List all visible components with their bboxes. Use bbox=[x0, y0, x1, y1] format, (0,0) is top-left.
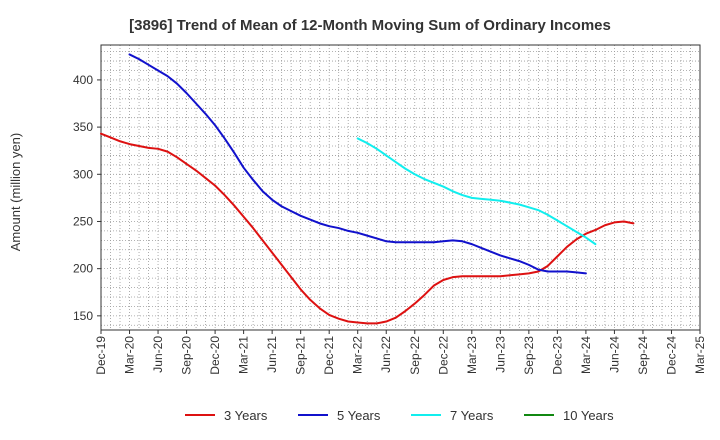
x-tick-label: Mar-24 bbox=[579, 336, 593, 374]
x-tick-label: Dec-20 bbox=[208, 336, 222, 375]
x-tick-label: Dec-21 bbox=[322, 336, 336, 375]
x-tick-label: Mar-23 bbox=[465, 336, 479, 374]
x-tick-label: Sep-24 bbox=[636, 336, 650, 375]
x-tick-label: Jun-20 bbox=[151, 336, 165, 373]
x-tick-label: Mar-21 bbox=[237, 336, 251, 374]
x-tick-label: Dec-19 bbox=[94, 336, 108, 375]
x-tick-label: Sep-23 bbox=[522, 336, 536, 375]
y-axis-label: Amount (million yen) bbox=[8, 133, 23, 252]
plot-frame bbox=[100, 44, 701, 331]
chart-title: [3896] Trend of Mean of 12-Month Moving … bbox=[129, 17, 611, 34]
x-tick-label: Jun-22 bbox=[379, 336, 393, 373]
x-tick-label: Mar-20 bbox=[123, 336, 137, 374]
plot-area: 150 200 250 300 350 400 Dec-19 Mar-20 Jun-20 Sep-… bbox=[73, 44, 707, 375]
x-tick-label: Sep-21 bbox=[294, 336, 308, 375]
series-line-5-years bbox=[128, 53, 587, 275]
x-tick-label: Sep-20 bbox=[180, 336, 194, 375]
x-tick-label: Sep-22 bbox=[408, 336, 422, 375]
x-tick-label: Mar-22 bbox=[351, 336, 365, 374]
legend-label: 7 Years bbox=[450, 408, 494, 423]
legend-label: 5 Years bbox=[337, 408, 381, 423]
y-tick-label: 350 bbox=[73, 120, 93, 134]
y-tick-label: 250 bbox=[73, 214, 93, 228]
legend: 3 Years 5 Years 7 Years 10 Years bbox=[185, 408, 614, 423]
series-line-7-years bbox=[356, 137, 597, 246]
y-tick-label: 400 bbox=[73, 73, 93, 87]
x-tick-label: Mar-25 bbox=[693, 336, 707, 374]
y-tick-label: 300 bbox=[73, 167, 93, 181]
y-tick-label: 200 bbox=[73, 262, 93, 276]
x-tick-label: Jun-24 bbox=[607, 336, 621, 373]
legend-label: 3 Years bbox=[224, 408, 268, 423]
x-tick-label: Jun-21 bbox=[265, 336, 279, 373]
x-tick-label: Dec-23 bbox=[550, 336, 564, 375]
series-line-3-years bbox=[100, 132, 635, 325]
x-tick-label: Dec-22 bbox=[436, 336, 450, 375]
y-tick-label: 150 bbox=[73, 309, 93, 323]
x-tick-label: Jun-23 bbox=[493, 336, 507, 373]
legend-label: 10 Years bbox=[563, 408, 614, 423]
x-tick-label: Dec-24 bbox=[664, 336, 678, 375]
